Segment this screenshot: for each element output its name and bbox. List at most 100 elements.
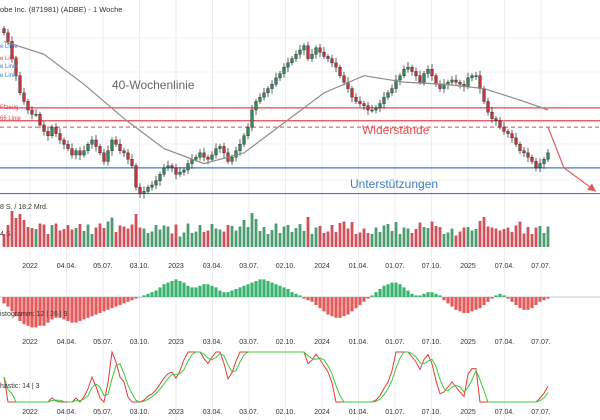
candle-body (362, 103, 366, 106)
volume-bar (390, 231, 394, 247)
candle-body (50, 126, 54, 136)
volume-bar (326, 231, 330, 247)
macd-bar (370, 295, 374, 297)
macd-bar (398, 284, 402, 297)
candle-body (402, 69, 406, 76)
x-tick-label: 01.04. (349, 263, 369, 270)
candle-body (222, 146, 226, 154)
macd-bar (502, 295, 506, 297)
volume-bar (110, 217, 114, 247)
candle-body (74, 150, 78, 156)
candle-body (194, 156, 198, 160)
chart-title: obe Inc. (871981) (ADBE) - 1 Woche (0, 5, 122, 14)
candle-body (494, 118, 498, 121)
volume-bar (118, 225, 122, 247)
support-label: Unterstützungen (350, 177, 438, 191)
volume-bar (138, 227, 142, 247)
volume-bar (362, 228, 366, 247)
macd-bar (326, 297, 330, 315)
volume-bar (330, 225, 334, 247)
volume-bar (530, 234, 534, 247)
fib-label: Ffzeug (0, 105, 18, 111)
resistance-label: Widerstände (362, 123, 430, 137)
macd-bar (54, 297, 58, 318)
volume-bar (242, 220, 246, 247)
volume-bar (258, 231, 262, 247)
candle-body (486, 101, 490, 113)
macd-bar (126, 297, 130, 302)
macd-bar (14, 297, 18, 317)
candle-body (470, 75, 474, 79)
volume-bar (70, 229, 74, 247)
candle-body (458, 81, 462, 85)
volume-bar (18, 214, 22, 247)
volume-bar (426, 228, 430, 247)
macd-bar (458, 297, 462, 312)
candle-body (338, 66, 342, 76)
candle-body (2, 28, 6, 34)
volume-bar (42, 224, 46, 247)
macd-bar (130, 297, 134, 301)
candle-body (326, 56, 330, 59)
candle-body (386, 92, 390, 98)
volume-bar (38, 223, 42, 247)
x-tick-label: 07.07. (531, 339, 551, 346)
candle-body (58, 133, 62, 141)
x-tick-label: 03.10. (130, 409, 150, 416)
volume-bar (438, 227, 442, 247)
macd-bar (38, 297, 42, 326)
volume-label: 8 S. / 18,2 Mrd. (0, 204, 48, 211)
macd-bar (286, 289, 290, 297)
macd-bar (446, 297, 450, 304)
volume-bar (234, 230, 238, 247)
macd-bar (218, 290, 222, 297)
x-tick-label: 2024 (314, 409, 330, 416)
macd-bar (10, 297, 14, 312)
volume-bar (238, 226, 242, 247)
candle-body (438, 84, 442, 89)
candle-body (210, 154, 214, 160)
macd-bar (134, 297, 138, 299)
volume-bar (90, 234, 94, 247)
volume-bar (198, 225, 202, 247)
candle-body (350, 88, 354, 98)
volume-bar (458, 231, 462, 247)
volume-bar (494, 228, 498, 247)
candle-body (410, 66, 414, 72)
macd-bar (22, 297, 26, 325)
macd-bar (282, 287, 286, 297)
volume-bar (182, 232, 186, 247)
macd-bar (354, 297, 358, 309)
macd-bar (362, 297, 366, 302)
projection-arrow (547, 126, 597, 192)
volume-bar (346, 228, 350, 247)
volume-bar (322, 233, 326, 247)
candle-body (166, 165, 170, 169)
candle-body (434, 75, 438, 85)
candle-body (158, 174, 162, 181)
macd-bar (178, 281, 182, 297)
macd-bar (470, 297, 474, 312)
macd-bar (62, 297, 66, 320)
volume-bar (78, 224, 82, 247)
candle-body (94, 139, 98, 147)
macd-bar (538, 297, 542, 302)
candle-body (62, 139, 66, 145)
macd-bar (350, 297, 354, 312)
candle-body (522, 150, 526, 154)
macd-bar (330, 297, 334, 317)
volume-bar (126, 228, 130, 247)
macd-bar (294, 293, 298, 297)
candle-body (198, 152, 202, 158)
candle-body (114, 139, 118, 145)
macd-bar (394, 282, 398, 297)
macd-bar (506, 297, 510, 299)
macd-bar (78, 297, 82, 321)
macd-bar (290, 292, 294, 297)
volume-bar (338, 223, 342, 247)
candle-body (150, 184, 154, 188)
candle-body (178, 171, 182, 175)
volume-bar (310, 234, 314, 247)
volume-bar (434, 226, 438, 247)
